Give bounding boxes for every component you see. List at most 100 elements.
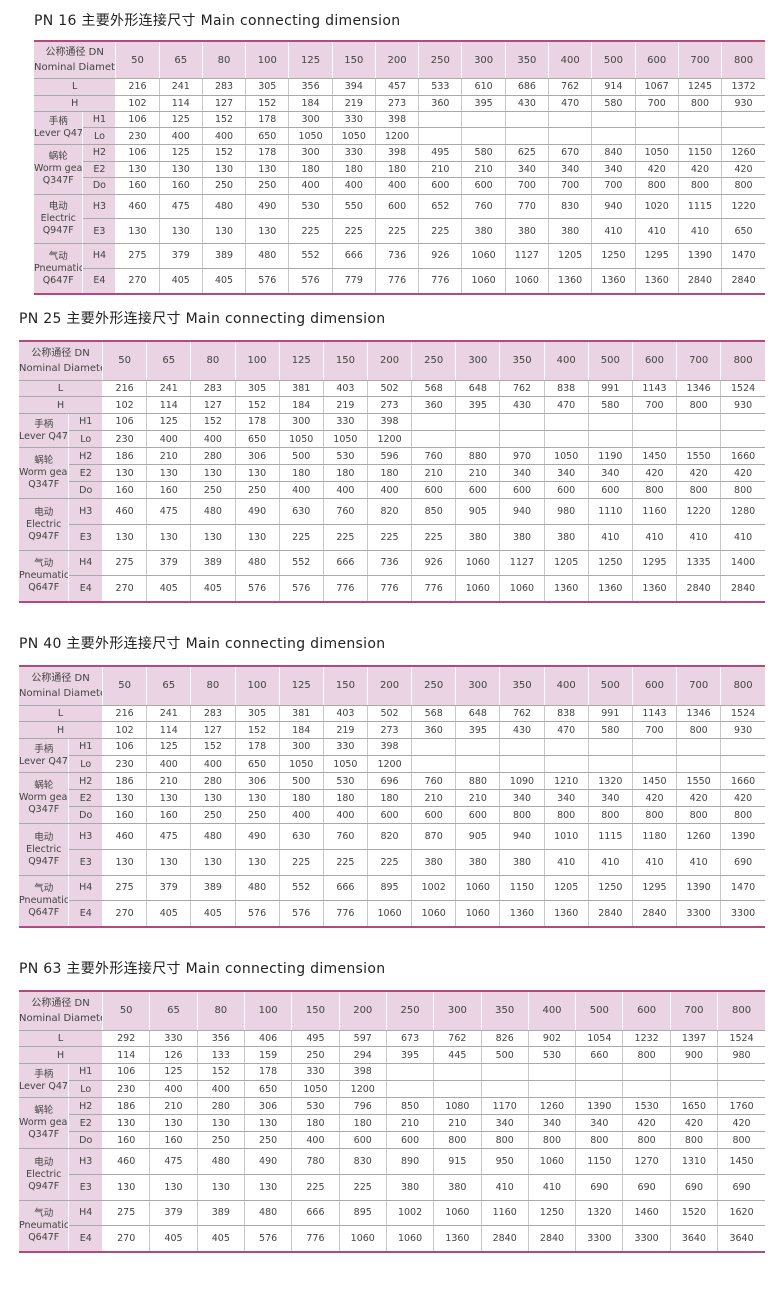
value-cell: 1390 (720, 823, 765, 851)
value-cell: 380 (455, 524, 500, 551)
value-cell: 1360 (548, 268, 592, 295)
value-cell: 600 (461, 177, 506, 195)
value-cell: 576 (234, 900, 280, 928)
group-label-line: Electric (26, 843, 62, 855)
value-cell: 186 (102, 447, 147, 466)
value-cell: 130 (245, 218, 289, 245)
dn-header-cell: 600 (622, 991, 671, 1031)
value-cell: 475 (146, 498, 191, 526)
value-cell: 666 (322, 550, 368, 576)
dn-header-cell: 100 (243, 991, 292, 1031)
group-label-line: Q347F (28, 804, 60, 816)
value-cell: 838 (543, 380, 589, 398)
row-sublabel: E4 (68, 900, 104, 928)
value-cell: 410 (631, 524, 677, 551)
value-cell: 800 (480, 1131, 529, 1150)
group-label-line: Lever Q47F (19, 430, 69, 442)
value-cell (631, 755, 677, 774)
table-row-E3: E3 130 130 130 130 225 225 225 225 380 380 380 410 41… (34, 218, 765, 245)
value-cell: 184 (278, 396, 324, 414)
dn-header-cell: 500 (591, 41, 636, 80)
value-cell: 430 (504, 95, 549, 112)
value-cell: 480 (234, 875, 280, 901)
value-cell (543, 430, 589, 449)
value-cell: 294 (338, 1046, 387, 1064)
value-cell: 902 (527, 1030, 576, 1048)
value-cell: 480 (201, 194, 246, 220)
value-cell: 1115 (587, 823, 633, 851)
value-cell: 114 (102, 1046, 150, 1064)
dn-header-cell: 800 (717, 991, 765, 1031)
dn-header-cell: 300 (461, 41, 506, 80)
dn-header-cell: 150 (322, 666, 368, 706)
value-cell: 114 (146, 396, 191, 414)
value-cell: 283 (190, 705, 235, 723)
value-cell: 130 (190, 464, 235, 483)
value-cell: 184 (278, 721, 324, 739)
value-cell: 1360 (631, 575, 677, 603)
value-cell: 400 (278, 481, 324, 500)
value-cell: 495 (418, 144, 462, 162)
value-cell: 980 (717, 1046, 765, 1064)
value-cell: 991 (587, 380, 633, 398)
table-row-Lo: Lo 230 400 400 650 1050 1200 (19, 1080, 765, 1099)
row-sublabel: E4 (82, 268, 117, 295)
value-cell: 460 (102, 823, 147, 851)
value-cell: 3300 (720, 900, 765, 928)
value-cell: 600 (455, 806, 500, 825)
value-cell: 102 (102, 396, 147, 414)
value-cell: 460 (102, 1148, 150, 1176)
value-cell: 1530 (622, 1097, 671, 1116)
value-cell: 420 (720, 464, 765, 483)
group-label: 气动 Pneumatic Q647F (19, 1200, 70, 1253)
value-cell (720, 738, 765, 757)
value-cell: 926 (411, 550, 456, 576)
value-cell: 776 (322, 575, 368, 603)
value-cell: 283 (190, 380, 235, 398)
header-label-en: Nominal Diameter (19, 362, 103, 374)
value-cell: 394 (331, 78, 376, 96)
value-cell: 3300 (575, 1225, 623, 1253)
row-sublabel: H4 (68, 550, 104, 576)
row-sublabel: Lo (68, 755, 104, 774)
row-sublabel: H1 (82, 111, 117, 129)
value-cell (622, 1080, 671, 1099)
value-cell: 1260 (721, 144, 765, 162)
group-label-line: Q647F (28, 1231, 60, 1243)
value-cell: 800 (717, 1131, 765, 1150)
value-cell: 762 (499, 705, 545, 723)
value-cell: 1150 (499, 875, 545, 901)
value-cell: 600 (374, 194, 419, 220)
value-cell: 1346 (676, 705, 721, 723)
value-cell: 340 (587, 464, 633, 483)
group-label: 手柄 Lever Q47F (19, 738, 70, 774)
value-cell: 650 (243, 1080, 292, 1099)
value-cell: 420 (720, 789, 765, 808)
value-cell: 130 (149, 1114, 198, 1133)
value-cell: 275 (115, 243, 160, 269)
value-cell (720, 413, 765, 432)
group-label-line: Q347F (28, 479, 60, 491)
group-label: 手柄 Lever Q47F (19, 413, 70, 449)
value-cell: 114 (158, 95, 203, 112)
value-cell: 230 (102, 1080, 150, 1099)
dn-header-cell: 150 (291, 991, 340, 1031)
dn-header-cell: 600 (631, 341, 677, 381)
table-row-H1: 手柄 Lever Q47F H1 106 125 152 178 300 330 398 (19, 738, 765, 774)
value-cell: 2840 (587, 900, 633, 928)
value-cell: 1460 (622, 1200, 671, 1226)
value-cell (575, 1080, 623, 1099)
value-cell (385, 1063, 434, 1082)
value-cell: 779 (331, 268, 376, 295)
value-cell: 480 (190, 498, 235, 526)
header-label-en: Nominal Diameter (19, 1012, 103, 1024)
value-cell: 130 (115, 218, 160, 245)
value-cell: 530 (322, 447, 368, 466)
value-cell: 380 (411, 849, 456, 876)
group-label-line: 气动 (34, 557, 54, 569)
value-cell: 400 (146, 755, 191, 774)
value-cell: 1360 (634, 268, 679, 295)
value-cell: 340 (504, 161, 549, 179)
dn-header-cell: 700 (676, 666, 721, 706)
value-cell: 273 (374, 95, 419, 112)
